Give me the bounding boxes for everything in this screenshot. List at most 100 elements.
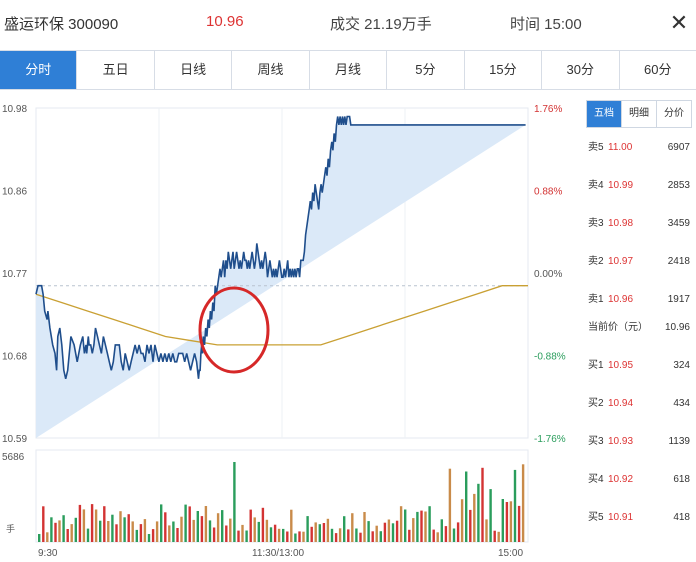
volume-bar	[485, 519, 488, 542]
volume-bar	[233, 462, 236, 542]
volume-bar	[334, 533, 338, 542]
asks-label: 卖3	[588, 218, 604, 229]
volume-bar	[432, 529, 435, 542]
period-tabs: 分时 五日 日线 周线 月线 5分 15分 30分 60分	[0, 50, 696, 90]
tab-8[interactable]: 60分	[619, 51, 696, 89]
volume-bar	[497, 531, 500, 542]
tab-0[interactable]: 分时	[0, 51, 78, 89]
volume-bar	[139, 524, 143, 542]
volume-bar	[70, 524, 73, 542]
volume-bar	[212, 527, 216, 542]
volume-bar	[347, 529, 350, 542]
asks-row: 卖4 10.99 2853	[586, 176, 692, 196]
volume-bar	[192, 519, 195, 542]
volume-bar	[172, 521, 175, 542]
volume-plot-area	[35, 449, 529, 543]
volume-bar	[481, 467, 484, 542]
y-tick-right-3: -0.88%	[534, 352, 566, 363]
volume-bar	[322, 523, 326, 542]
volume-bar	[184, 504, 187, 542]
tab-3[interactable]: 周线	[232, 51, 310, 89]
tab-4[interactable]: 月线	[309, 51, 388, 89]
bids-qty: 1139	[668, 436, 690, 447]
volume-bar	[428, 506, 431, 542]
volume-bar	[123, 517, 126, 542]
asks-row: 卖1 10.96 1917	[586, 290, 692, 310]
volume-bar	[94, 509, 98, 542]
volume-bar	[456, 522, 460, 542]
bids-price: 10.92	[608, 474, 634, 485]
highlight-circle	[198, 286, 270, 374]
volume-bar	[107, 521, 110, 542]
volume-bar	[176, 528, 179, 542]
tab-1[interactable]: 五日	[77, 51, 155, 89]
volume-bar	[208, 520, 212, 542]
volume-bar	[216, 513, 220, 542]
order-book-panel: 五档 明细 分价 卖5 11.00 6907 卖4 10.99 2853 卖3 10.98 3459…	[586, 100, 692, 523]
volume-bar	[221, 510, 224, 542]
stock-price: 10.96	[206, 13, 244, 30]
quote-time: 时间 15:00	[510, 16, 582, 33]
volume-bar	[440, 519, 443, 542]
volume-bar	[115, 524, 118, 542]
volume-bar	[50, 517, 53, 542]
volume-bar	[371, 531, 374, 542]
volume-bar	[168, 525, 171, 542]
volume-bar	[330, 528, 334, 542]
volume-bar	[302, 531, 305, 542]
volume-bar	[188, 506, 191, 542]
volume-bar	[82, 509, 86, 542]
volume-bar	[46, 532, 49, 542]
y-tick-left-3: 10.68	[2, 352, 27, 363]
bids-qty: 618	[673, 474, 690, 485]
bids-price: 10.93	[608, 436, 634, 447]
tab-5[interactable]: 5分	[387, 51, 465, 89]
order-book-tab-0[interactable]: 五档	[587, 101, 622, 127]
volume-bar	[294, 533, 297, 542]
volume-bar	[200, 516, 204, 542]
volume-bar	[473, 493, 476, 542]
order-book-tab-1[interactable]: 明细	[622, 101, 657, 127]
volume-bar	[261, 507, 265, 542]
volume-bar	[62, 515, 65, 542]
asks-row: 卖2 10.97 2418	[586, 252, 692, 272]
asks-qty: 2853	[667, 180, 690, 191]
close-icon[interactable]: ✕	[669, 10, 689, 35]
volume-bar	[151, 529, 155, 542]
asks-price: 10.98	[608, 218, 634, 229]
tab-6[interactable]: 15分	[464, 51, 543, 89]
tab-2[interactable]: 日线	[154, 51, 233, 89]
volume-bar	[404, 509, 407, 542]
header: 盛运环保 300090 10.96 成交 21.19万手 时间 15:00 ✕	[0, 0, 696, 46]
volume-bar	[229, 518, 232, 542]
bids-row: 买5 10.91 418	[586, 508, 692, 528]
asks-qty: 2418	[667, 256, 690, 267]
y-tick-left-4: 10.59	[2, 434, 27, 445]
volume-bar	[343, 516, 346, 542]
tab-7[interactable]: 30分	[542, 51, 620, 89]
y-tick-right-4: -1.76%	[534, 434, 566, 445]
volume-bar	[54, 522, 57, 542]
order-book-tabs: 五档 明细 分价	[586, 100, 692, 128]
current-price-row: 当前价（元） 10.96	[586, 318, 692, 338]
bids-row: 买2 10.94 434	[586, 394, 692, 414]
bids-label: 买4	[588, 474, 604, 485]
volume-bar	[143, 519, 147, 542]
volume-bar	[147, 534, 151, 542]
volume-bar	[387, 519, 391, 542]
volume-bar	[420, 510, 423, 542]
volume-bar	[416, 511, 419, 542]
volume-bar	[290, 509, 293, 542]
volume-bar	[383, 522, 387, 542]
volume-bar	[412, 518, 415, 542]
volume-bar	[249, 509, 252, 542]
order-book-tab-2[interactable]: 分价	[664, 108, 684, 119]
volume-bar	[314, 522, 317, 542]
volume-bar	[436, 532, 439, 542]
volume-bar	[452, 528, 456, 542]
volume-bar	[265, 519, 269, 542]
volume-bar	[424, 511, 427, 542]
y-tick-right-1: 0.88%	[534, 187, 562, 198]
asks-price: 10.99	[608, 180, 634, 191]
volume-bar	[469, 509, 472, 542]
